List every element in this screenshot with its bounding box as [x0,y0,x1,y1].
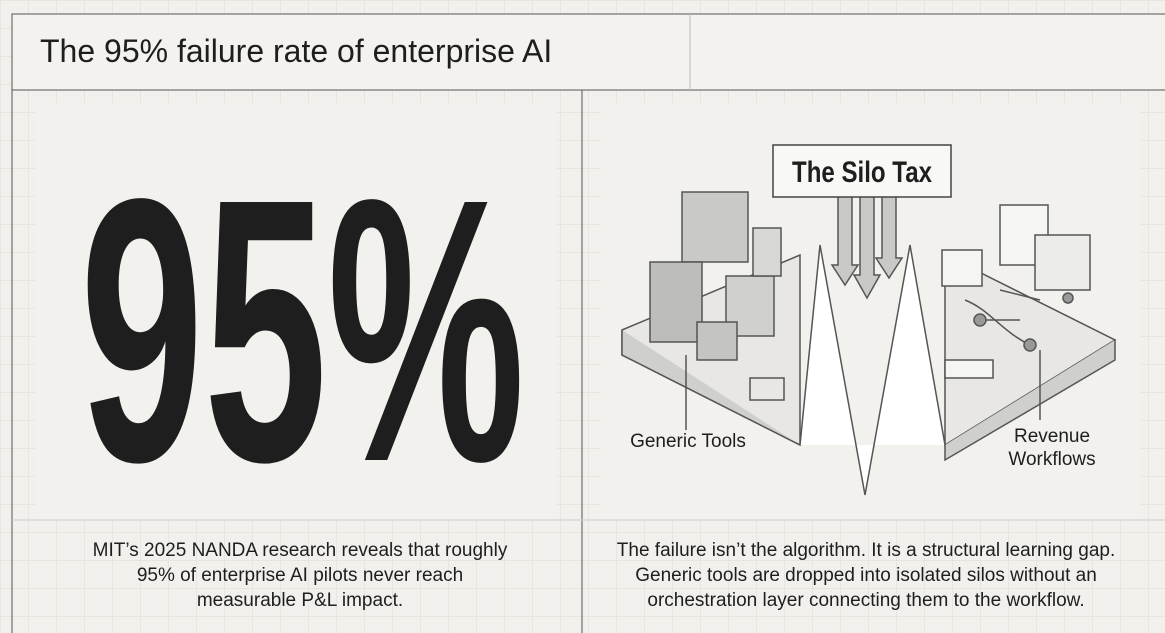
callout: The Silo Tax [792,156,932,189]
callout-box [772,144,952,198]
big-stat: 95% [80,122,525,540]
right-caption-line: The failure isn’t the algorithm. It is a… [617,540,1115,561]
title: The 95% failure rate of enterprise AI [40,33,552,69]
left-caption-line: 95% of enterprise AI pilots never reach [137,565,463,586]
header-box [11,13,1165,91]
illustration [621,191,1117,496]
left-caption-line: measurable P&L impact. [197,590,403,611]
right-caption-line: Generic tools are dropped into isolated … [635,565,1097,586]
left-panel [36,105,556,520]
label-generic-tools: Generic Tools [630,431,746,452]
label-workflows: Workflows [1008,449,1095,470]
right-caption-line: orchestration layer connecting them to t… [647,590,1084,611]
left-caption-line: MIT’s 2025 NANDA research reveals that r… [93,540,508,561]
label-revenue: Revenue [1014,426,1090,447]
